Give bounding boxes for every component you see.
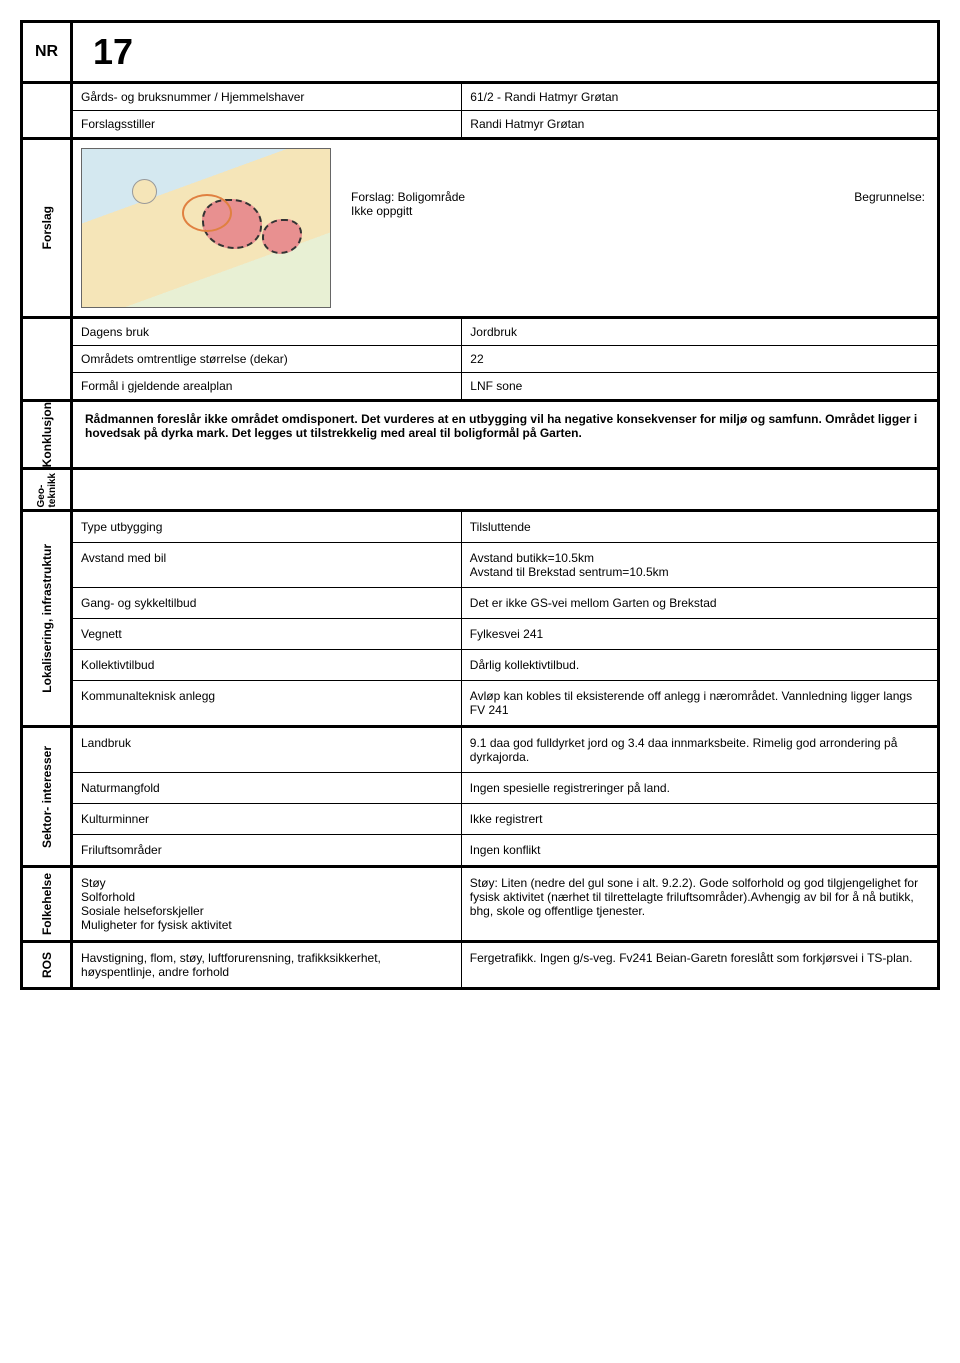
sektor-item: Landbruk9.1 daa god fulldyrket jord og 3… <box>73 728 937 773</box>
sektor-item-value: Ingen konflikt <box>462 835 937 865</box>
header-row: NR 17 <box>23 23 937 84</box>
sektor-item: FriluftsområderIngen konflikt <box>73 835 937 865</box>
konklusjon-row: Konklusjon Rådmannen foreslår ikke områd… <box>23 402 937 470</box>
document-number: 17 <box>73 23 937 81</box>
lokalisering-item: Type utbyggingTilsluttende <box>73 512 937 543</box>
document-page: NR 17 Gårds- og bruksnummer / Hjemmelsha… <box>20 20 940 990</box>
sektor-item-value: Ikke registrert <box>462 804 937 834</box>
lokalisering-item-value: Tilsluttende <box>462 512 937 542</box>
konklusjon-sidelabel: Konklusjon <box>23 402 73 467</box>
folkehelse-row: Folkehelse Støy Solforhold Sosiale helse… <box>23 868 937 943</box>
geoteknikk-sidelabel: Geo- teknikk <box>23 470 73 509</box>
sektor-item-value: Ingen spesielle registreringer på land. <box>462 773 937 803</box>
geoteknikk-row: Geo- teknikk <box>23 470 937 512</box>
nr-label: NR <box>23 23 73 81</box>
sektor-row: Sektor- interesser Landbruk9.1 daa god f… <box>23 728 937 868</box>
sektor-sidelabel: Sektor- interesser <box>23 728 73 865</box>
lokalisering-item-label: Kommunalteknisk anlegg <box>73 681 462 725</box>
dagens-table: Dagens bruk Jordbruk Områdets omtrentlig… <box>73 319 937 399</box>
folkehelse-left: Støy Solforhold Sosiale helseforskjeller… <box>73 868 462 940</box>
begrunnelse-label: Begrunnelse: <box>854 190 925 218</box>
lokalisering-content: Type utbyggingTilsluttendeAvstand med bi… <box>73 512 937 725</box>
ros-left: Havstigning, flom, støy, luftforurensnin… <box>73 943 462 987</box>
konklusjon-text: Rådmannen foreslår ikke området omdispon… <box>73 402 937 450</box>
folkehelse-right: Støy: Liten (nedre del gul sone i alt. 9… <box>462 868 937 940</box>
gards-sidecell <box>23 84 73 137</box>
gards-label: Gårds- og bruksnummer / Hjemmelshaver <box>73 84 462 111</box>
forslagsstiller-value: Randi Hatmyr Grøtan <box>462 111 937 138</box>
storrelse-label: Områdets omtrentlige størrelse (dekar) <box>73 346 462 373</box>
sektor-item-value: 9.1 daa god fulldyrket jord og 3.4 daa i… <box>462 728 937 772</box>
sektor-item-label: Friluftsområder <box>73 835 462 865</box>
dagens-sidecell <box>23 319 73 399</box>
lokalisering-item-value: Dårlig kollektivtilbud. <box>462 650 937 680</box>
lokalisering-item-value: Avløp kan kobles til eksisterende off an… <box>462 681 937 725</box>
forslag-sidelabel: Forslag <box>23 140 73 316</box>
gards-row: Gårds- og bruksnummer / Hjemmelshaver 61… <box>23 84 937 140</box>
lokalisering-item-label: Avstand med bil <box>73 543 462 587</box>
lokalisering-item-value: Avstand butikk=10.5km Avstand til Brekst… <box>462 543 937 587</box>
ros-right: Fergetrafikk. Ingen g/s-veg. Fv241 Beian… <box>462 943 937 987</box>
sektor-item-label: Naturmangfold <box>73 773 462 803</box>
sektor-content: Landbruk9.1 daa god fulldyrket jord og 3… <box>73 728 937 865</box>
dagens-bruk-label: Dagens bruk <box>73 319 462 346</box>
formal-value: LNF sone <box>462 373 937 400</box>
folkehelse-sidelabel: Folkehelse <box>23 868 73 940</box>
lokalisering-item: Kommunalteknisk anleggAvløp kan kobles t… <box>73 681 937 725</box>
lokalisering-item: Avstand med bilAvstand butikk=10.5km Avs… <box>73 543 937 588</box>
lokalisering-item: VegnettFylkesvei 241 <box>73 619 937 650</box>
lokalisering-item-label: Type utbygging <box>73 512 462 542</box>
geoteknikk-content <box>73 470 937 509</box>
ros-row: ROS Havstigning, flom, støy, luftforuren… <box>23 943 937 987</box>
lokalisering-item-value: Fylkesvei 241 <box>462 619 937 649</box>
forslag-text: Forslag: Boligområde Ikke oppgitt <box>351 190 465 218</box>
storrelse-value: 22 <box>462 346 937 373</box>
ros-sidelabel: ROS <box>23 943 73 987</box>
sektor-item-label: Landbruk <box>73 728 462 772</box>
map-thumbnail <box>81 148 331 308</box>
lokalisering-item-label: Gang- og sykkeltilbud <box>73 588 462 618</box>
formal-label: Formål i gjeldende arealplan <box>73 373 462 400</box>
forslag-row: Forslag Forslag: Boligområde Ikke oppgit… <box>23 140 937 319</box>
lokalisering-row: Lokalisering, infrastruktur Type utbyggi… <box>23 512 937 728</box>
lokalisering-item-label: Kollektivtilbud <box>73 650 462 680</box>
lokalisering-item: Kollektivtilbud Dårlig kollektivtilbud. <box>73 650 937 681</box>
gards-value: 61/2 - Randi Hatmyr Grøtan <box>462 84 937 111</box>
sektor-item: KulturminnerIkke registrert <box>73 804 937 835</box>
dagens-bruk-value: Jordbruk <box>462 319 937 346</box>
lokalisering-item: Gang- og sykkeltilbudDet er ikke GS-vei … <box>73 588 937 619</box>
lokalisering-sidelabel: Lokalisering, infrastruktur <box>23 512 73 725</box>
gards-table: Gårds- og bruksnummer / Hjemmelshaver 61… <box>73 84 937 137</box>
dagens-row: Dagens bruk Jordbruk Områdets omtrentlig… <box>23 319 937 402</box>
lokalisering-item-value: Det er ikke GS-vei mellom Garten og Brek… <box>462 588 937 618</box>
lokalisering-item-label: Vegnett <box>73 619 462 649</box>
forslagsstiller-label: Forslagsstiller <box>73 111 462 138</box>
sektor-item: NaturmangfoldIngen spesielle registrerin… <box>73 773 937 804</box>
sektor-item-label: Kulturminner <box>73 804 462 834</box>
